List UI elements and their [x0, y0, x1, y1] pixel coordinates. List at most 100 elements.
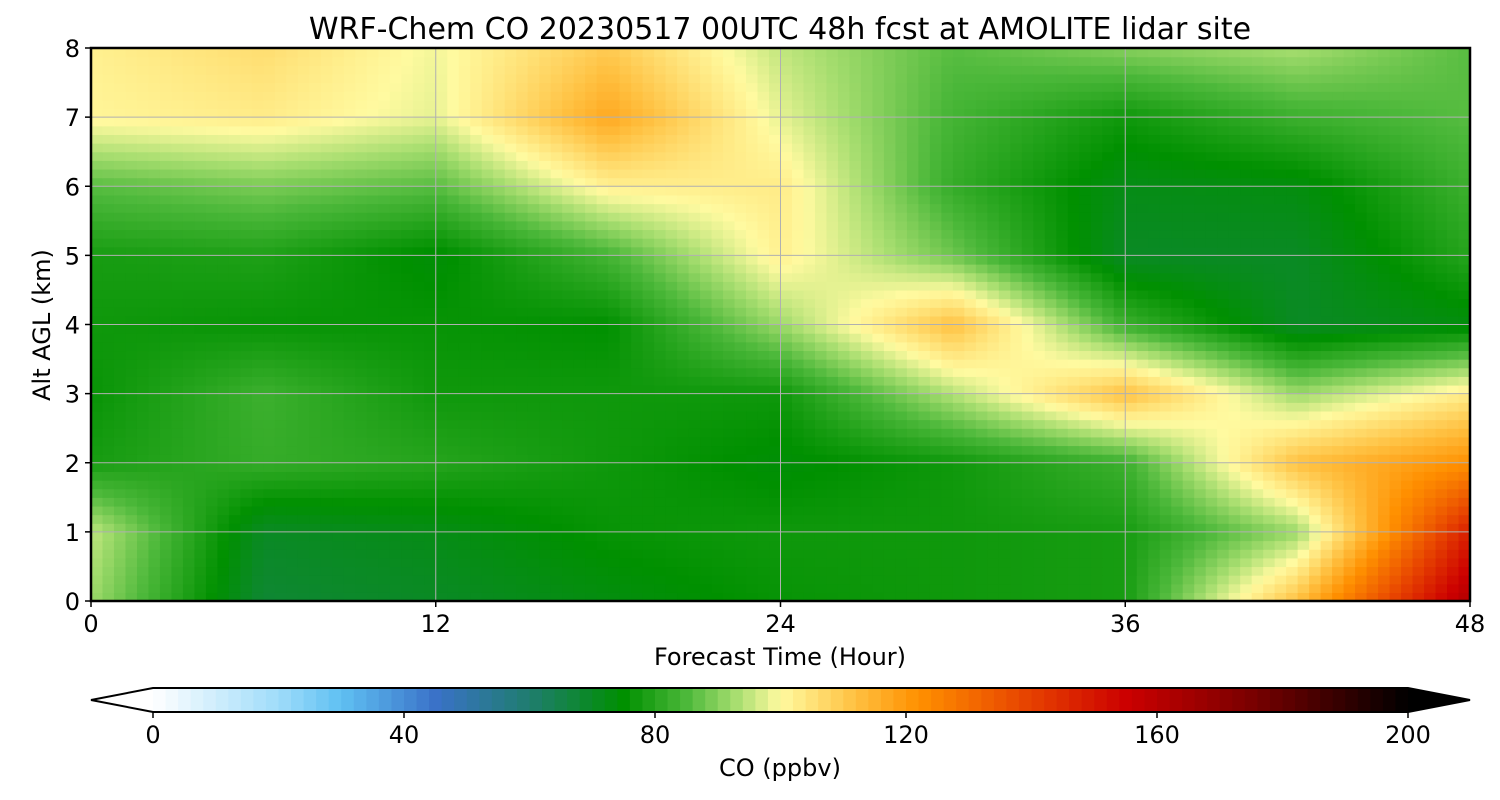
- field-cell: [929, 540, 942, 550]
- field-cell: [906, 246, 919, 256]
- field-cell: [872, 367, 885, 377]
- field-cell: [366, 333, 379, 343]
- field-cell: [780, 557, 793, 568]
- field-cell: [1171, 289, 1184, 300]
- field-cell: [240, 531, 253, 542]
- field-cell: [1274, 592, 1287, 601]
- field-cell: [1159, 272, 1172, 282]
- field-cell: [125, 350, 138, 360]
- field-cell: [136, 583, 150, 593]
- field-cell: [389, 384, 402, 395]
- field-cell: [366, 549, 379, 559]
- field-cell: [769, 272, 782, 282]
- field-cell: [746, 410, 759, 421]
- field-cell: [228, 566, 241, 576]
- field-cell: [1021, 410, 1034, 421]
- field-cell: [814, 264, 828, 274]
- field-cell: [159, 566, 173, 576]
- field-cell: [435, 488, 448, 498]
- field-cell: [1010, 272, 1023, 282]
- field-cell: [780, 393, 793, 403]
- field-cell: [389, 566, 402, 576]
- field-cell: [550, 462, 563, 472]
- field-cell: [481, 531, 494, 542]
- field-cell: [1332, 488, 1345, 498]
- field-cell: [504, 583, 517, 593]
- field-cell: [263, 523, 276, 533]
- field-cell: [872, 298, 885, 308]
- field-cell: [527, 298, 540, 308]
- field-cell: [872, 307, 885, 317]
- field-cell: [458, 350, 471, 360]
- field-cell: [1079, 445, 1092, 455]
- field-cell: [435, 480, 448, 490]
- field-cell: [952, 255, 965, 265]
- field-cell: [366, 575, 379, 585]
- field-cell: [516, 471, 529, 481]
- field-cell: [1447, 384, 1460, 395]
- field-cell: [654, 445, 667, 455]
- field-cell: [527, 367, 540, 377]
- field-cell: [458, 462, 471, 472]
- field-cell: [1228, 523, 1241, 533]
- field-cell: [769, 575, 782, 585]
- field-cell: [596, 540, 609, 550]
- field-cell: [1182, 307, 1195, 317]
- field-cell: [263, 514, 276, 524]
- field-cell: [711, 549, 724, 559]
- field-cell: [171, 531, 184, 542]
- field-cell: [286, 428, 299, 438]
- field-cell: [332, 289, 345, 300]
- field-cell: [113, 540, 127, 550]
- field-cell: [136, 341, 150, 352]
- field-cell: [872, 264, 885, 274]
- field-cell: [1332, 307, 1345, 317]
- field-cell: [677, 402, 690, 412]
- field-cell: [975, 488, 988, 498]
- field-cell: [1263, 505, 1276, 516]
- field-cell: [585, 428, 598, 438]
- field-cell: [941, 384, 954, 395]
- field-cell: [332, 462, 345, 472]
- field-cell: [1044, 246, 1057, 256]
- field-cell: [1389, 445, 1402, 455]
- field-cell: [366, 531, 379, 542]
- field-cell: [837, 298, 851, 308]
- field-cell: [378, 575, 391, 585]
- field-cell: [757, 350, 770, 360]
- field-cell: [562, 488, 575, 498]
- field-cell: [1297, 428, 1310, 438]
- field-cell: [906, 531, 919, 542]
- field-cell: [803, 497, 816, 507]
- field-cell: [1355, 480, 1368, 490]
- field-cell: [1159, 428, 1172, 438]
- field-cell: [343, 583, 356, 593]
- field-cell: [1401, 592, 1414, 601]
- field-cell: [1010, 514, 1023, 524]
- field-cell: [883, 419, 897, 429]
- field-cell: [1412, 462, 1425, 472]
- field-cell: [481, 359, 494, 369]
- field-cell: [113, 445, 127, 455]
- field-cell: [918, 341, 931, 352]
- field-cell: [642, 514, 655, 524]
- field-cell: [665, 367, 678, 377]
- field-cell: [91, 497, 104, 507]
- field-cell: [263, 402, 276, 412]
- field-cell: [975, 315, 988, 326]
- field-cell: [895, 471, 908, 481]
- field-cell: [424, 514, 437, 524]
- field-cell: [366, 246, 379, 256]
- field-cell: [688, 419, 701, 429]
- field-cell: [228, 540, 241, 550]
- field-cell: [447, 505, 460, 516]
- field-cell: [791, 480, 805, 490]
- field-cell: [1309, 436, 1322, 447]
- field-cell: [182, 523, 196, 533]
- field-cell: [493, 393, 506, 403]
- field-cell: [516, 333, 529, 343]
- field-cell: [516, 359, 529, 369]
- field-cell: [1125, 505, 1138, 516]
- field-cell: [320, 445, 333, 455]
- field-cell: [148, 480, 161, 490]
